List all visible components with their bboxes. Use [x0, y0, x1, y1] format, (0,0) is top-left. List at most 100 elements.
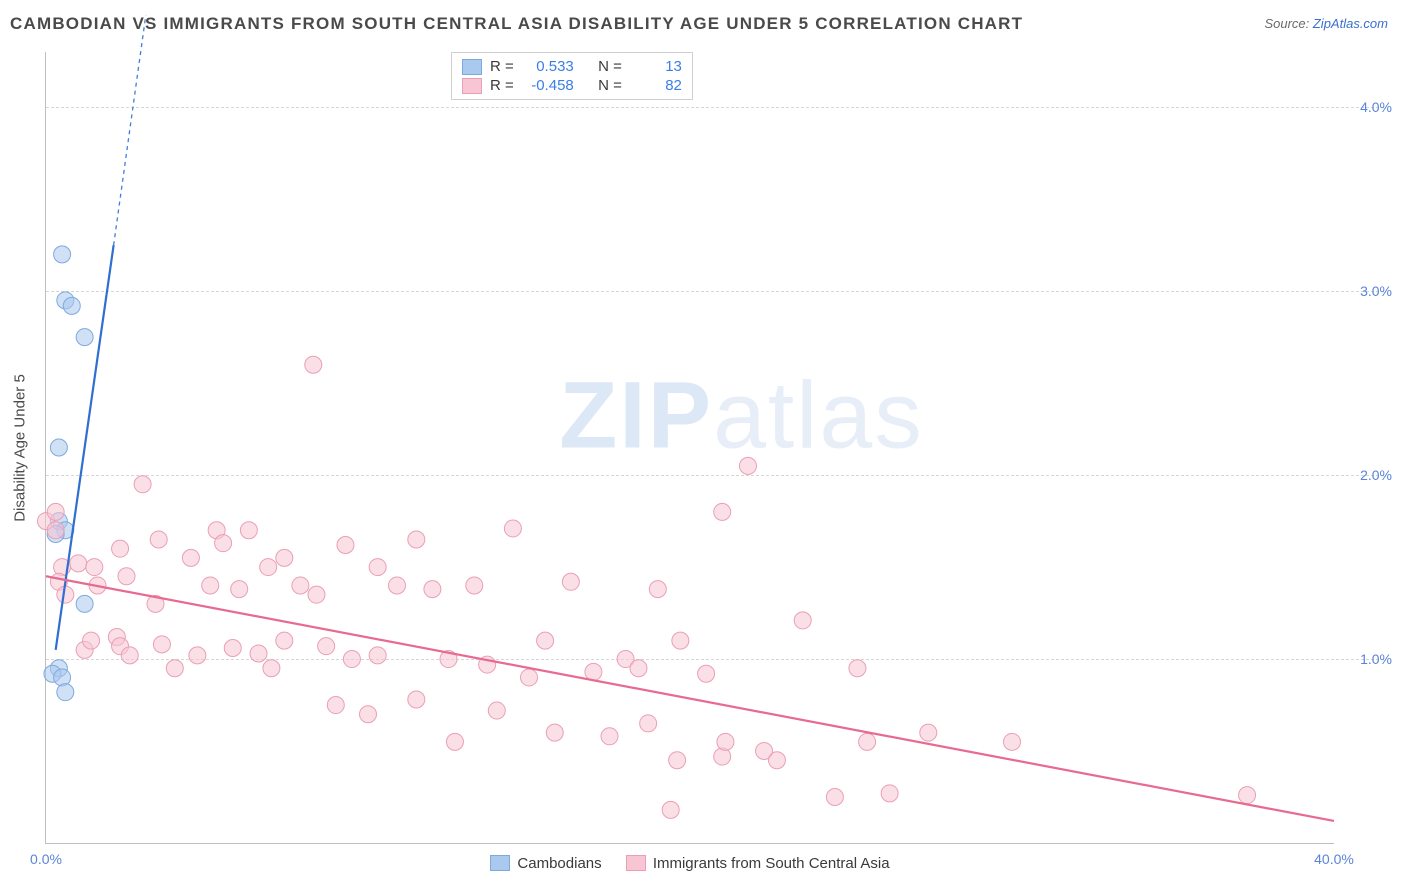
scatter-point: [337, 536, 354, 553]
scatter-point: [224, 640, 241, 657]
scatter-point: [698, 665, 715, 682]
scatter-point: [537, 632, 554, 649]
scatter-point: [1239, 787, 1256, 804]
legend-row-cambodians: R = 0.533 N = 13: [462, 57, 682, 76]
scatter-point: [521, 669, 538, 686]
scatter-point: [50, 439, 67, 456]
scatter-point: [47, 522, 64, 539]
source-prefix: Source:: [1264, 16, 1312, 31]
swatch-cambodians-icon: [490, 855, 510, 871]
scatter-point: [231, 581, 248, 598]
scatter-point: [369, 559, 386, 576]
trendline-extension: [114, 15, 146, 245]
scatter-point: [276, 632, 293, 649]
scatter-point: [859, 733, 876, 750]
r-value-immigrants: -0.458: [522, 77, 574, 94]
scatter-point: [714, 503, 731, 520]
scatter-point: [240, 522, 257, 539]
y-tick-label: 3.0%: [1360, 283, 1392, 299]
n-value-cambodians: 13: [630, 58, 682, 75]
scatter-point: [134, 476, 151, 493]
scatter-point: [63, 297, 80, 314]
source-attribution: Source: ZipAtlas.com: [1264, 16, 1388, 31]
scatter-point: [794, 612, 811, 629]
source-link[interactable]: ZipAtlas.com: [1313, 16, 1388, 31]
scatter-point: [189, 647, 206, 664]
scatter-point: [308, 586, 325, 603]
y-tick-label: 1.0%: [1360, 651, 1392, 667]
scatter-point: [76, 595, 93, 612]
scatter-point: [717, 733, 734, 750]
scatter-point: [649, 581, 666, 598]
scatter-point: [54, 246, 71, 263]
legend-row-immigrants: R = -0.458 N = 82: [462, 76, 682, 95]
scatter-point: [153, 636, 170, 653]
scatter-point: [369, 647, 386, 664]
scatter-point: [408, 691, 425, 708]
scatter-point: [739, 457, 756, 474]
n-label: N =: [598, 58, 622, 75]
scatter-point: [388, 577, 405, 594]
plot-area: ZIPatlas Disability Age Under 5 1.0%2.0%…: [45, 52, 1334, 844]
r-label: R =: [490, 58, 514, 75]
scatter-point: [920, 724, 937, 741]
scatter-point: [70, 555, 87, 572]
scatter-point: [54, 669, 71, 686]
scatter-point: [669, 752, 686, 769]
scatter-point: [327, 697, 344, 714]
legend-label-immigrants: Immigrants from South Central Asia: [653, 855, 890, 872]
legend-label-cambodians: Cambodians: [517, 855, 601, 872]
scatter-point: [150, 531, 167, 548]
scatter-point: [118, 568, 135, 585]
scatter-point: [260, 559, 277, 576]
chart-container: CAMBODIAN VS IMMIGRANTS FROM SOUTH CENTR…: [0, 0, 1406, 892]
scatter-point: [714, 748, 731, 765]
scatter-point: [57, 684, 74, 701]
y-axis-label: Disability Age Under 5: [12, 374, 29, 522]
scatter-point: [826, 789, 843, 806]
scatter-point: [424, 581, 441, 598]
scatter-point: [86, 559, 103, 576]
scatter-point: [488, 702, 505, 719]
legend-item-cambodians: Cambodians: [490, 855, 601, 872]
scatter-point: [881, 785, 898, 802]
scatter-point: [630, 660, 647, 677]
scatter-point: [112, 540, 129, 557]
y-tick-label: 2.0%: [1360, 467, 1392, 483]
scatter-point: [318, 638, 335, 655]
scatter-point: [601, 728, 618, 745]
swatch-immigrants: [462, 78, 482, 94]
scatter-point: [672, 632, 689, 649]
scatter-point: [83, 632, 100, 649]
scatter-point: [546, 724, 563, 741]
scatter-point: [215, 535, 232, 552]
n-label: N =: [598, 77, 622, 94]
scatter-point: [360, 706, 377, 723]
scatter-point: [466, 577, 483, 594]
scatter-point: [263, 660, 280, 677]
scatter-point: [47, 503, 64, 520]
chart-title: CAMBODIAN VS IMMIGRANTS FROM SOUTH CENTR…: [10, 14, 1023, 34]
scatter-point: [408, 531, 425, 548]
scatter-point: [202, 577, 219, 594]
n-value-immigrants: 82: [630, 77, 682, 94]
scatter-point: [504, 520, 521, 537]
scatter-point: [446, 733, 463, 750]
scatter-point: [276, 549, 293, 566]
scatter-point: [562, 573, 579, 590]
scatter-point: [662, 801, 679, 818]
swatch-cambodians: [462, 59, 482, 75]
scatter-point: [292, 577, 309, 594]
trendline: [46, 576, 1334, 821]
legend-series: Cambodians Immigrants from South Central…: [46, 855, 1334, 876]
scatter-point: [166, 660, 183, 677]
scatter-point: [585, 663, 602, 680]
scatter-point: [640, 715, 657, 732]
scatter-point: [343, 651, 360, 668]
scatter-point: [305, 356, 322, 373]
scatter-point: [121, 647, 138, 664]
scatter-point: [1004, 733, 1021, 750]
legend-correlation-box: R = 0.533 N = 13 R = -0.458 N = 82: [451, 52, 693, 100]
scatter-svg: [46, 52, 1334, 843]
scatter-point: [768, 752, 785, 769]
